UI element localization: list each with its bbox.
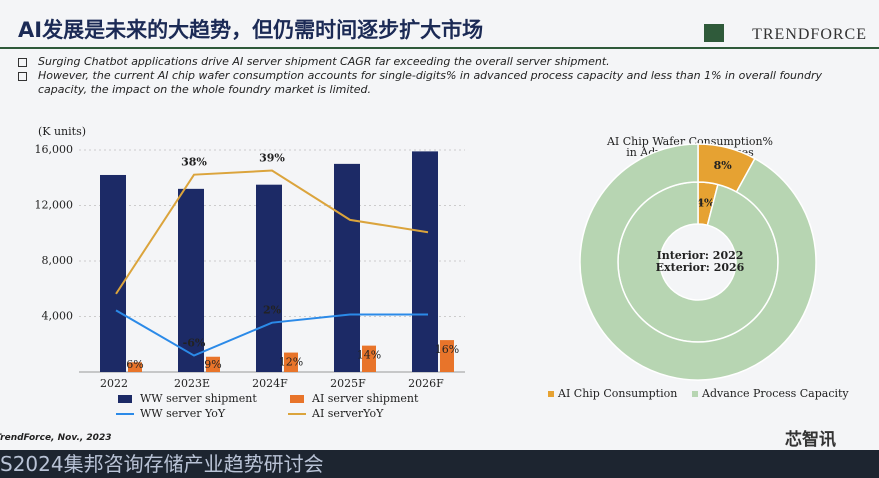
data-label: -6%: [183, 337, 206, 350]
logo: TRENDFORCE: [752, 26, 867, 43]
bar-label: 9%: [204, 358, 221, 371]
bullet: However, the current AI chip wafer consu…: [18, 69, 858, 97]
bullet: Surging Chatbot applications drive AI se…: [18, 55, 858, 69]
bar: [100, 174, 126, 372]
divider: [0, 47, 879, 49]
slide-title: AI发展是未来的大趋势，但仍需时间逐步扩大市场: [18, 18, 484, 42]
donut-slice: [579, 143, 817, 381]
data-label: 38%: [181, 156, 207, 169]
x-tick-label: 2024F: [252, 377, 288, 390]
bar-label: 16%: [435, 343, 459, 356]
bar: [362, 345, 376, 372]
y-tick-label: 8,000: [42, 254, 74, 267]
ring-label: Interior: 2022: [657, 249, 744, 262]
legend-label: Advance Process Capacity: [701, 387, 849, 400]
data-label: 39%: [259, 152, 285, 165]
line: [115, 309, 428, 357]
bar: [440, 340, 454, 372]
data-label: 2%: [263, 304, 282, 317]
line: [115, 169, 429, 295]
legend-swatch: [548, 391, 554, 397]
watermark: 芯智讯: [785, 430, 836, 450]
bar: [412, 151, 438, 372]
bar: [334, 163, 360, 372]
legend-swatch: [290, 395, 304, 403]
x-tick-label: 2026F: [408, 377, 444, 390]
bar: [178, 188, 204, 372]
footer: S2024集邦咨询存储产业趋势研讨会: [0, 450, 879, 478]
bar: [128, 362, 142, 372]
logo-icon: [704, 24, 724, 42]
x-tick-label: 2022: [100, 377, 128, 390]
bar: [256, 184, 282, 372]
bar-label: 6%: [126, 358, 143, 371]
bar: [284, 352, 298, 372]
bar-label: 14%: [357, 349, 381, 362]
legend-label: AI serverYoY: [311, 407, 384, 420]
ring-label: Exterior: 2026: [656, 261, 745, 274]
legend-swatch: [118, 395, 132, 403]
chart-title: AI Chip Wafer Consumption%: [606, 135, 773, 148]
bar-label: 12%: [279, 356, 303, 369]
legend-label: WW server shipment: [140, 392, 257, 405]
legend-label: AI Chip Consumption: [557, 387, 677, 400]
bar: [206, 356, 220, 372]
x-tick-label: 2025F: [330, 377, 366, 390]
y-tick-label: 16,000: [35, 143, 74, 156]
bullet-list: Surging Chatbot applications drive AI se…: [18, 55, 858, 97]
axis-title: (K units): [38, 125, 86, 138]
y-tick-label: 12,000: [35, 199, 74, 212]
x-tick-label: 2023E: [174, 377, 210, 390]
data-label: 4%: [696, 196, 715, 209]
data-label: 8%: [714, 159, 733, 172]
y-tick-label: 4,000: [42, 310, 74, 323]
source: TrendForce, Nov., 2023: [0, 433, 112, 443]
legend-swatch: [692, 391, 698, 397]
legend-label: AI server shipment: [311, 392, 419, 405]
legend-label: WW server YoY: [140, 407, 226, 420]
